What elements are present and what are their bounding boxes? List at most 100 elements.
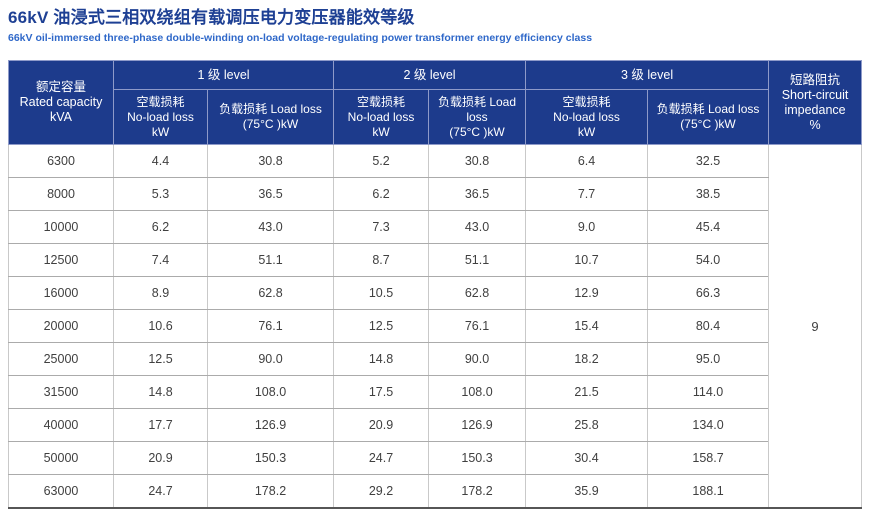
- impedance-header-en: Short-circuit impedance: [781, 87, 849, 117]
- value-cell: 178.2: [206, 474, 335, 509]
- capacity-cell: 25000: [8, 342, 114, 376]
- impedance-header-unit: %: [809, 117, 821, 132]
- value-cell: 51.1: [206, 243, 335, 277]
- value-cell: 30.8: [206, 144, 335, 178]
- load-unit: (75°C )kW: [449, 124, 505, 139]
- value-cell: 7.7: [525, 177, 649, 211]
- value-cell: 38.5: [647, 177, 770, 211]
- no-load-unit: kW: [577, 124, 596, 139]
- table-row: 20000 10.6 76.1 12.5 76.1 15.4 80.4: [8, 309, 862, 343]
- value-cell: 6.2: [113, 210, 208, 244]
- value-cell: 9.0: [525, 210, 649, 244]
- value-cell: 8.9: [113, 276, 208, 310]
- value-cell: 62.8: [428, 276, 527, 310]
- value-cell: 35.9: [525, 474, 649, 509]
- impedance-header-cell: 短路阻抗 Short-circuit impedance %: [768, 60, 863, 145]
- level-3-header-cell: 3 级 level: [525, 60, 770, 90]
- load-zh-en: 负载损耗 Load loss: [219, 102, 322, 116]
- level-2-header-cell: 2 级 level: [333, 60, 527, 90]
- value-cell: 12.9: [525, 276, 649, 310]
- no-load-unit: kW: [151, 124, 170, 139]
- level-1-no-load-header-cell: 空载损耗 No-load loss kW: [113, 89, 208, 145]
- page-title: 66kV 油浸式三相双绕组有载调压电力变压器能效等级: [8, 8, 415, 27]
- value-cell: 12.5: [113, 342, 208, 376]
- value-cell: 20.9: [333, 408, 430, 442]
- value-cell: 25.8: [525, 408, 649, 442]
- level-2-load-header-cell: 负载损耗 Load loss (75°C )kW: [428, 89, 527, 145]
- no-load-unit: kW: [372, 124, 390, 139]
- capacity-cell: 20000: [8, 309, 114, 343]
- no-load-zh: 空载损耗: [357, 94, 406, 109]
- capacity-cell: 50000: [8, 441, 114, 475]
- header-level-row: 额定容量 Rated capacity kVA 1 级 level 2 级 le…: [8, 60, 863, 145]
- value-cell: 18.2: [525, 342, 649, 376]
- capacity-cell: 63000: [8, 474, 114, 509]
- value-cell: 10.5: [333, 276, 430, 310]
- load-unit: (75°C )kW: [242, 117, 299, 131]
- value-cell: 80.4: [647, 309, 770, 343]
- load-zh-en: 负载损耗 Load loss: [438, 94, 517, 124]
- table-row: 10000 6.2 43.0 7.3 43.0 9.0 45.4: [8, 210, 862, 244]
- value-cell: 150.3: [428, 441, 527, 475]
- value-cell: 134.0: [647, 408, 770, 442]
- value-cell: 126.9: [428, 408, 527, 442]
- capacity-cell: 40000: [8, 408, 114, 442]
- level-1-header-cell: 1 级 level: [112, 60, 335, 90]
- value-cell: 76.1: [428, 309, 527, 343]
- value-cell: 30.4: [525, 441, 649, 475]
- value-cell: 17.5: [333, 375, 430, 409]
- value-cell: 5.3: [113, 177, 208, 211]
- value-cell: 24.7: [113, 474, 208, 509]
- capacity-cell: 10000: [8, 210, 114, 244]
- table-row: 40000 17.7 126.9 20.9 126.9 25.8 134.0: [8, 408, 862, 442]
- value-cell: 178.2: [428, 474, 527, 509]
- value-cell: 17.7: [113, 408, 208, 442]
- level-3-no-load-header-cell: 空载损耗 No-load loss kW: [525, 89, 649, 145]
- value-cell: 43.0: [428, 210, 527, 244]
- value-cell: 90.0: [206, 342, 335, 376]
- capacity-header-en: Rated capacity: [19, 95, 103, 109]
- value-cell: 32.5: [647, 144, 770, 178]
- no-load-en: No-load loss: [553, 109, 620, 124]
- value-cell: 29.2: [333, 474, 430, 509]
- value-cell: 4.4: [113, 144, 208, 178]
- value-cell: 108.0: [428, 375, 527, 409]
- value-cell: 45.4: [647, 210, 770, 244]
- capacity-cell: 6300: [8, 144, 114, 178]
- no-load-en: No-load loss: [347, 109, 415, 124]
- impedance-header-zh: 短路阻抗: [790, 72, 841, 87]
- value-cell: 54.0: [647, 243, 770, 277]
- level-2-no-load-header-cell: 空载损耗 No-load loss kW: [333, 89, 430, 145]
- value-cell: 24.7: [333, 441, 430, 475]
- capacity-cell: 16000: [8, 276, 114, 310]
- value-cell: 51.1: [428, 243, 527, 277]
- header-sub-row: 空载损耗 No-load loss kW 负载损耗 Load loss (75°…: [9, 89, 862, 145]
- value-cell: 36.5: [428, 177, 527, 211]
- no-load-zh: 空载损耗: [136, 94, 185, 109]
- value-cell: 90.0: [428, 342, 527, 376]
- value-cell: 95.0: [647, 342, 770, 376]
- table-row: 25000 12.5 90.0 14.8 90.0 18.2 95.0: [8, 342, 862, 376]
- load-zh-en: 负载损耗 Load loss: [656, 102, 760, 116]
- capacity-cell: 8000: [8, 177, 114, 211]
- level-1-load-header-cell: 负载损耗 Load loss (75°C )kW: [206, 89, 335, 145]
- value-cell: 114.0: [647, 375, 770, 409]
- value-cell: 36.5: [206, 177, 335, 211]
- value-cell: 14.8: [113, 375, 208, 409]
- capacity-header-unit: kVA: [50, 110, 72, 124]
- value-cell: 21.5: [525, 375, 649, 409]
- value-cell: 6.4: [525, 144, 649, 178]
- table-row: 12500 7.4 51.1 8.7 51.1 10.7 54.0: [8, 243, 862, 277]
- capacity-cell: 12500: [8, 243, 114, 277]
- value-cell: 76.1: [206, 309, 335, 343]
- capacity-header-cell: 额定容量 Rated capacity kVA: [8, 60, 114, 145]
- value-cell: 188.1: [647, 474, 770, 509]
- value-cell: 10.6: [113, 309, 208, 343]
- impedance-value-cell: 9: [768, 144, 863, 508]
- table-row: 31500 14.8 108.0 17.5 108.0 21.5 114.0: [8, 375, 862, 409]
- value-cell: 7.3: [333, 210, 430, 244]
- value-cell: 66.3: [647, 276, 770, 310]
- value-cell: 15.4: [525, 309, 649, 343]
- value-cell: 150.3: [206, 441, 335, 475]
